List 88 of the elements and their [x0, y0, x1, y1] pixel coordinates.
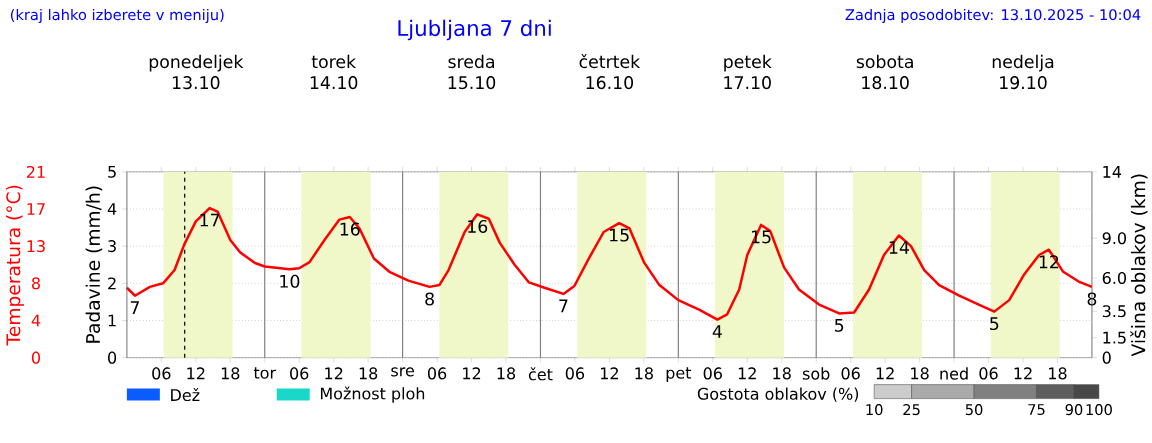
y3-tick-label: 6.0: [1102, 272, 1127, 285]
annotation: 16: [468, 220, 488, 234]
y-tick-label: 21: [26, 166, 45, 178]
y2-tick-label: 1: [108, 314, 116, 327]
x-tick-label: 06: [841, 367, 860, 380]
y3-tick-label: 9.0: [1102, 232, 1127, 245]
x-tick-label: 18: [1049, 367, 1067, 380]
x-tick-label: sre: [391, 367, 414, 377]
x-tick-label: 12: [463, 367, 481, 380]
y2-tick-label: 5: [108, 166, 116, 178]
text: 17.10: [724, 76, 771, 90]
y3-tick-label: 0: [1102, 351, 1111, 364]
text: četrtek: [579, 54, 641, 69]
text: Možnost ploh: [320, 386, 425, 403]
color-bar-label: 90: [1065, 404, 1083, 416]
x-tick-label: sob: [802, 367, 830, 380]
x-tick-label: 18: [635, 367, 653, 380]
text: 16.10: [586, 76, 634, 90]
text: 14.10: [310, 76, 358, 90]
y2-tick-label: 4: [107, 203, 117, 216]
y3-tick-label: 3.5: [1102, 305, 1126, 318]
x-tick-label: 12: [600, 367, 618, 380]
color-bar-title: Gostota oblakov (%): [697, 387, 859, 402]
x-tick-label: ned: [940, 367, 968, 380]
color-bar-label: 50: [965, 404, 983, 416]
y3-axis-title: Višina oblakov (km): [1130, 174, 1148, 357]
annotation: 4: [712, 325, 722, 339]
y-tick-label: 4: [31, 314, 41, 327]
text: Dež: [171, 388, 200, 402]
color-bar-label: 10: [866, 404, 883, 416]
annotation: 8: [1087, 292, 1097, 306]
x-tick-label: 06: [290, 367, 309, 380]
text: torek: [311, 54, 357, 69]
x-tick-label: 12: [738, 367, 756, 380]
x-tick-label: 06: [565, 367, 585, 380]
x-tick-label: 12: [187, 367, 205, 380]
x-tick-label: 18: [497, 367, 516, 380]
text: 18.10: [862, 76, 909, 90]
annotation: 5: [835, 319, 844, 333]
color-bar-label: 100: [1086, 404, 1112, 416]
annotation: 14: [889, 241, 909, 254]
text: (kraj lahko izberete v meniju): [10, 9, 224, 24]
text: 19.10: [1000, 76, 1047, 90]
x-tick-label: 18: [911, 367, 929, 380]
x-tick-label: pet: [666, 367, 692, 383]
y-axis-title: Temperatura (°C): [5, 185, 25, 346]
x-tick-label: 06: [979, 367, 998, 380]
y2-axis-title: Padavine (mm/h): [85, 186, 103, 343]
y-tick-label: 17: [27, 203, 45, 216]
color-bar-label: 75: [1028, 404, 1045, 416]
text: sreda: [448, 54, 494, 69]
color-bar-label: 25: [903, 404, 920, 416]
x-tick-label: 06: [152, 367, 171, 380]
text: 15.10: [448, 76, 496, 90]
annotation: 10: [280, 274, 300, 289]
x-tick-label: 06: [703, 367, 722, 380]
y3-tick-label: 1.5: [1103, 332, 1126, 344]
annotation: 7: [130, 301, 139, 315]
annotation: 7: [559, 299, 568, 313]
text: nedelja: [992, 54, 1054, 72]
x-tick-label: tor: [253, 367, 277, 380]
annotation: 5: [990, 317, 999, 331]
y2-tick-label: 2: [108, 277, 116, 290]
annotation: 16: [340, 222, 360, 236]
x-tick-label: 12: [325, 367, 343, 380]
x-tick-label: 18: [773, 367, 791, 380]
y3-tick-label: 14: [1103, 166, 1122, 178]
text: ponedeljek: [149, 54, 244, 72]
annotation: 8: [425, 292, 434, 306]
x-tick-label: 06: [427, 367, 447, 380]
x-tick-label: 18: [221, 367, 240, 380]
y2-tick-label: 0: [108, 351, 117, 364]
annotation: 15: [610, 228, 629, 242]
y-tick-label: 0: [31, 351, 40, 364]
x-tick-label: čet: [528, 367, 553, 381]
annotation: 17: [200, 213, 220, 227]
x-tick-label: 12: [1014, 367, 1032, 380]
text: petek: [724, 54, 772, 72]
y-tick-label: 13: [27, 240, 45, 253]
y-tick-label: 8: [31, 277, 40, 290]
text: sobota: [856, 54, 913, 69]
x-tick-label: 18: [359, 367, 378, 380]
annotation: 12: [1039, 255, 1059, 269]
chart-title: Ljubljana 7 dni: [398, 19, 551, 41]
x-tick-label: 12: [876, 367, 894, 380]
text: 13.10: [172, 76, 220, 90]
y2-tick-label: 3: [108, 240, 116, 253]
text: Zadnja posodobitev: 13.10.2025 - 10:04: [845, 9, 1141, 24]
